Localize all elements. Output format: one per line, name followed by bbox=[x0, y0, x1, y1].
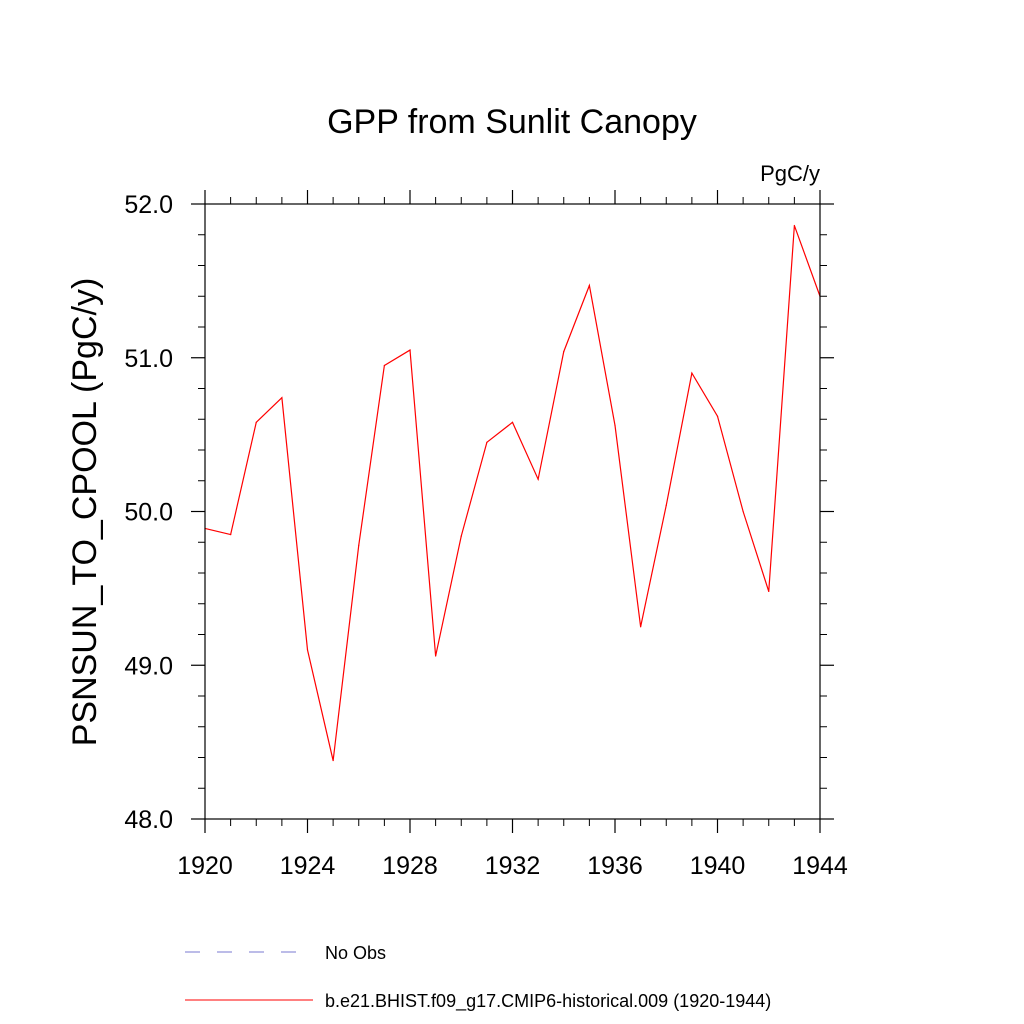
legend-label: b.e21.BHIST.f09_g17.CMIP6-historical.009… bbox=[325, 991, 771, 1012]
x-tick-label: 1924 bbox=[280, 852, 336, 880]
x-tick-label: 1920 bbox=[177, 852, 233, 880]
data-point bbox=[306, 649, 309, 651]
units-label: PgC/y bbox=[760, 161, 820, 186]
data-point bbox=[640, 626, 642, 628]
data-point bbox=[691, 372, 693, 374]
data-point bbox=[563, 351, 565, 353]
y-tick-label: 52.0 bbox=[124, 191, 173, 219]
data-point bbox=[435, 655, 437, 657]
data-point bbox=[332, 759, 334, 762]
x-tick-label: 1936 bbox=[587, 852, 643, 880]
y-tick-label: 50.0 bbox=[124, 499, 173, 527]
y-axis-label: PSNSUN_TO_CPOOL (PgC/y) bbox=[66, 278, 104, 747]
legend: No Obs b.e21.BHIST.f09_g17.CMIP6-historic… bbox=[185, 943, 771, 1012]
x-tick-label: 1940 bbox=[690, 852, 746, 880]
y-tick-label: 48.0 bbox=[124, 806, 173, 834]
data-point bbox=[281, 397, 283, 399]
data-point bbox=[793, 224, 795, 227]
data-point bbox=[768, 590, 770, 593]
data-point bbox=[358, 544, 360, 546]
data-point bbox=[486, 441, 488, 443]
data-point bbox=[511, 421, 514, 423]
y-tick-label: 49.0 bbox=[124, 652, 173, 680]
data-point bbox=[409, 349, 411, 351]
plot-frame bbox=[204, 203, 821, 820]
series-layer bbox=[204, 224, 821, 762]
x-tick-label: 1944 bbox=[792, 852, 848, 880]
series-line bbox=[204, 225, 821, 761]
x-tick-label: 1928 bbox=[382, 852, 438, 880]
data-point bbox=[383, 364, 385, 367]
y-tick-label: 51.0 bbox=[124, 345, 173, 373]
data-point bbox=[665, 504, 667, 506]
data-point bbox=[716, 415, 719, 417]
data-point bbox=[742, 510, 744, 513]
data-point bbox=[255, 421, 257, 423]
data-point bbox=[614, 424, 616, 426]
chart-title: GPP from Sunlit Canopy bbox=[327, 103, 697, 141]
x-tick-label: 1932 bbox=[485, 852, 541, 880]
data-point bbox=[230, 533, 232, 536]
data-point bbox=[537, 478, 539, 480]
data-point bbox=[588, 284, 590, 287]
legend-label: No Obs bbox=[325, 943, 386, 963]
data-point bbox=[460, 535, 462, 537]
axis-ticks: 1920 1924 1928 1932 1936 1940 1944 48.0 49.0 50.0… bbox=[124, 190, 848, 880]
